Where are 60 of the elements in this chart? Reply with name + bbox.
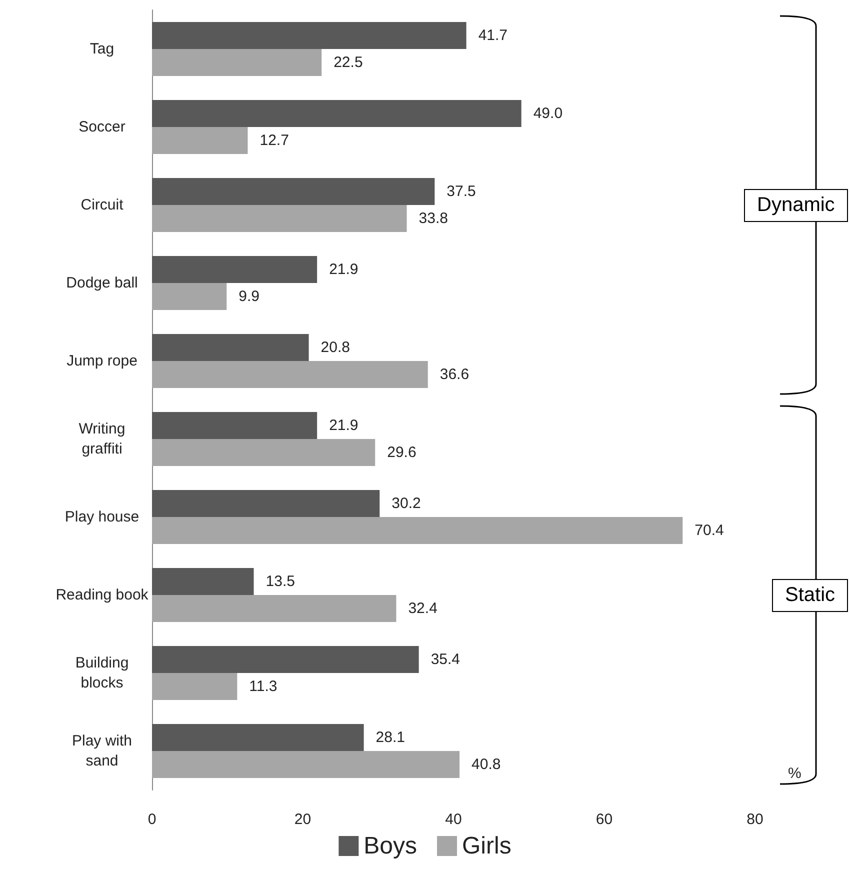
- x-tick-label: 20: [294, 811, 312, 828]
- x-tick-label: 60: [596, 811, 613, 828]
- data-label: 20.8: [320, 339, 350, 356]
- data-label: 40.8: [472, 756, 501, 773]
- bar: [152, 256, 318, 283]
- bar: [152, 412, 318, 439]
- data-label: 21.9: [329, 261, 358, 278]
- bar: [152, 205, 407, 232]
- x-tick-label: 40: [445, 811, 462, 828]
- legend-label: Boys: [364, 832, 418, 860]
- text: Static: [772, 578, 848, 612]
- bar: [152, 490, 380, 517]
- y-tick-label: Reading book: [56, 586, 149, 604]
- y-tick-label: Building blocks: [75, 654, 129, 692]
- bar: [152, 127, 248, 154]
- data-label: 11.3: [249, 678, 278, 695]
- data-label: 37.5: [446, 183, 476, 200]
- bar: [152, 361, 428, 388]
- data-label: 41.7: [478, 27, 508, 44]
- data-label: 49.0: [533, 105, 563, 122]
- x-axis-title: %: [788, 765, 802, 782]
- data-label: 22.5: [334, 54, 363, 71]
- bar: [152, 334, 309, 361]
- data-label: 28.1: [376, 729, 406, 746]
- x-tick-label: 80: [746, 811, 764, 828]
- y-tick-label: Play house: [64, 508, 140, 526]
- y-tick-label: Jump rope: [66, 352, 138, 370]
- data-label: 21.9: [329, 417, 358, 434]
- bar: [152, 646, 419, 673]
- data-label: 33.8: [418, 210, 448, 227]
- y-tick-label: Play with sand: [72, 732, 132, 770]
- data-label: 70.4: [694, 522, 724, 539]
- data-label: 13.5: [266, 573, 295, 590]
- data-label: 12.7: [260, 132, 289, 149]
- bar: [152, 178, 435, 205]
- legend-label: Girls: [462, 832, 512, 860]
- bar: [152, 517, 683, 544]
- bar: [152, 22, 466, 49]
- bar: [152, 673, 238, 700]
- bar: [152, 724, 364, 751]
- y-tick-label: Dodge ball: [66, 274, 138, 292]
- bar: [152, 100, 522, 127]
- data-label: 30.2: [392, 495, 421, 512]
- bar: [152, 439, 376, 466]
- text: Dynamic: [744, 188, 848, 222]
- bar: [152, 49, 322, 76]
- bar: [152, 595, 396, 622]
- bar: [152, 751, 460, 778]
- bar: [152, 283, 227, 310]
- x-tick-label: 0: [148, 811, 156, 828]
- data-label: 32.4: [408, 600, 438, 617]
- y-tick-label: Soccer: [78, 118, 126, 136]
- data-label: 35.4: [430, 651, 460, 668]
- y-tick-label: Circuit: [80, 196, 124, 214]
- data-label: 36.6: [440, 366, 470, 383]
- y-tick-label: Writing graffiti: [78, 420, 126, 458]
- y-tick-label: Tag: [90, 40, 114, 58]
- bar: [152, 568, 254, 595]
- data-label: 29.6: [387, 444, 416, 461]
- data-label: 9.9: [238, 288, 260, 305]
